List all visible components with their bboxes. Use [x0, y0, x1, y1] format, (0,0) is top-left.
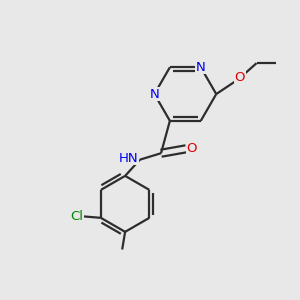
Text: N: N — [149, 88, 159, 100]
Text: HN: HN — [119, 152, 138, 165]
Text: O: O — [235, 71, 245, 84]
Text: O: O — [187, 142, 197, 155]
Text: N: N — [196, 61, 206, 74]
Text: Cl: Cl — [70, 210, 83, 223]
